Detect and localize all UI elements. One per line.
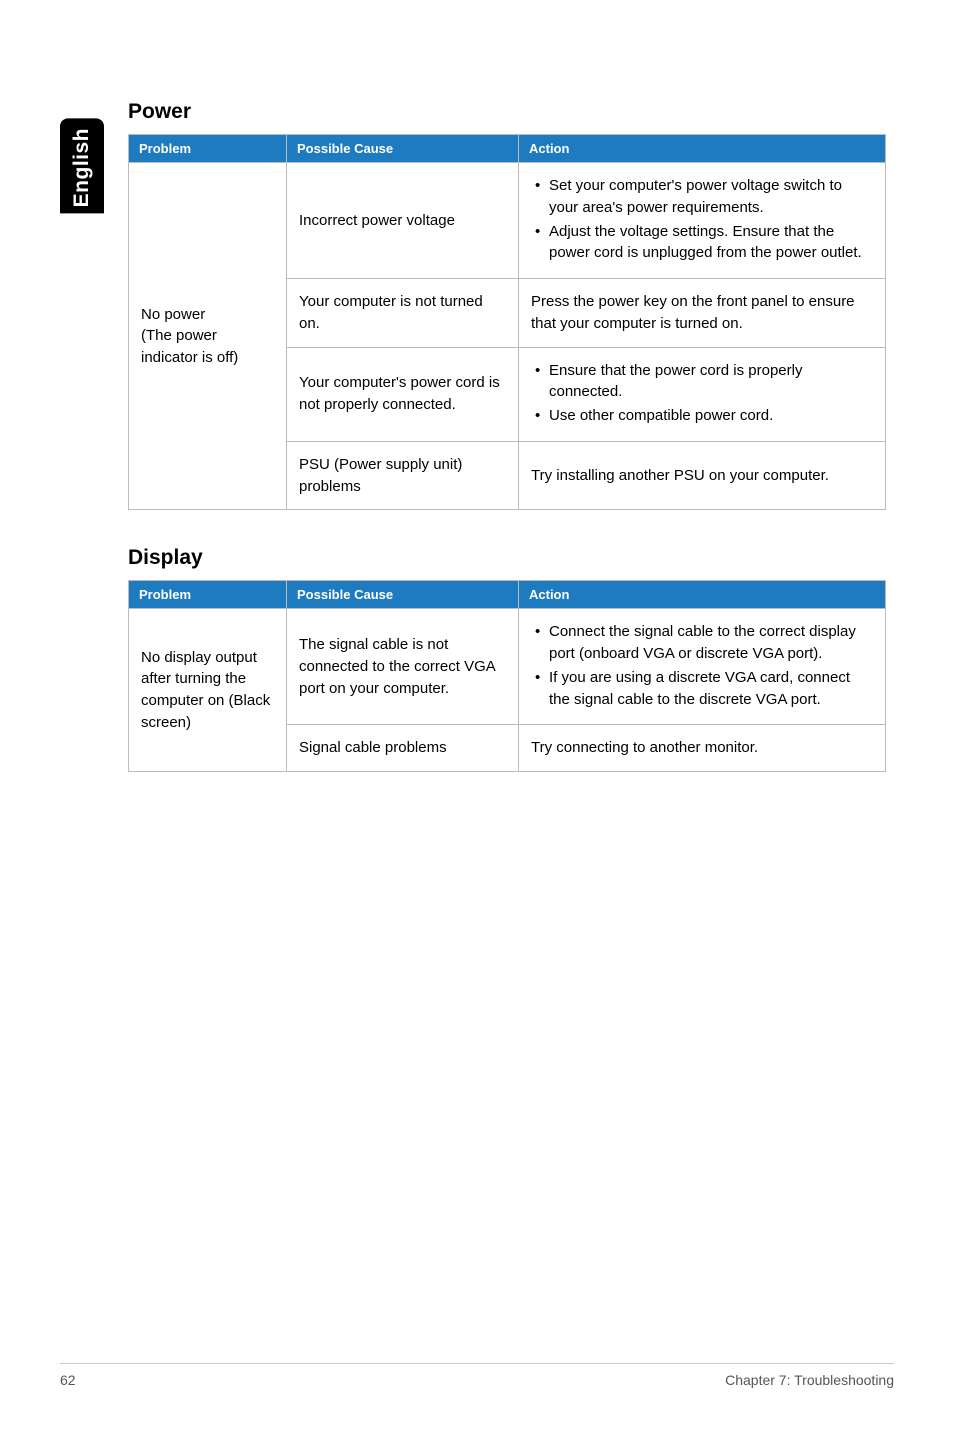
header-problem: Problem (129, 135, 287, 163)
action-item: Use other compatible power cord. (549, 405, 873, 427)
chapter-label: Chapter 7: Troubleshooting (725, 1372, 894, 1388)
action-item: Connect the signal cable to the correct … (549, 621, 873, 665)
page-footer: 62 Chapter 7: Troubleshooting (60, 1363, 894, 1388)
display-section-title: Display (128, 546, 886, 570)
power-section-title: Power (128, 100, 886, 124)
cause-cell: The signal cable is not connected to the… (287, 609, 519, 725)
header-cause: Possible Cause (287, 135, 519, 163)
table-header-row: Problem Possible Cause Action (129, 581, 886, 609)
action-item: If you are using a discrete VGA card, co… (549, 667, 873, 711)
cause-cell: Signal cable problems (287, 725, 519, 772)
cause-cell: Your computer is not turned on. (287, 279, 519, 348)
cause-cell: Your computer's power cord is not proper… (287, 347, 519, 441)
header-action: Action (519, 135, 886, 163)
power-table: Problem Possible Cause Action No power (… (128, 134, 886, 510)
problem-cell: No power (The power indicator is off) (129, 163, 287, 510)
display-table: Problem Possible Cause Action No display… (128, 580, 886, 772)
cause-cell: PSU (Power supply unit) problems (287, 441, 519, 510)
table-header-row: Problem Possible Cause Action (129, 135, 886, 163)
action-cell: Try installing another PSU on your compu… (519, 441, 886, 510)
action-cell: Ensure that the power cord is properly c… (519, 347, 886, 441)
action-item: Adjust the voltage settings. Ensure that… (549, 221, 873, 265)
action-cell: Set your computer's power voltage switch… (519, 163, 886, 279)
table-row: No power (The power indicator is off) In… (129, 163, 886, 279)
action-item: Set your computer's power voltage switch… (549, 175, 873, 219)
cause-cell: Incorrect power voltage (287, 163, 519, 279)
action-cell: Connect the signal cable to the correct … (519, 609, 886, 725)
language-tab: English (60, 118, 104, 213)
action-cell: Try connecting to another monitor. (519, 725, 886, 772)
main-content: Power Problem Possible Cause Action No p… (128, 100, 886, 808)
page-number: 62 (60, 1372, 76, 1388)
table-row: No display output after turning the comp… (129, 609, 886, 725)
action-cell: Press the power key on the front panel t… (519, 279, 886, 348)
action-item: Ensure that the power cord is properly c… (549, 360, 873, 404)
problem-cell: No display output after turning the comp… (129, 609, 287, 772)
header-cause: Possible Cause (287, 581, 519, 609)
header-problem: Problem (129, 581, 287, 609)
header-action: Action (519, 581, 886, 609)
